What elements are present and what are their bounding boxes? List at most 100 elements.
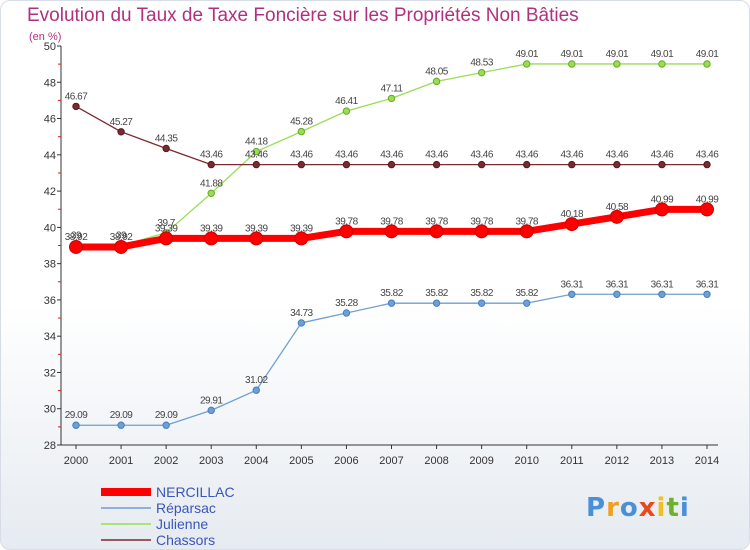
y-tick-label: 34 [44,331,56,343]
y-tick-label: 38 [44,259,56,271]
data-label: 49.01 [696,49,719,60]
data-label: 49.01 [651,49,674,60]
data-point [703,60,711,68]
data-point [613,290,621,298]
data-point [613,60,621,68]
series-line-réparsac [76,293,707,426]
data-label: 46.67 [65,91,88,102]
data-point [658,290,666,298]
data-label: 39 [71,231,82,242]
logo-letter: P [586,493,607,523]
data-label: 29.09 [110,410,133,421]
data-point [72,421,80,429]
data-label: 35.28 [335,298,358,309]
data-point [342,107,351,115]
y-tick-label: 32 [44,367,56,379]
data-label: 43.46 [245,150,268,161]
data-point [207,189,215,197]
data-point [519,224,534,239]
data-point [252,160,260,169]
data-point [342,309,351,317]
data-point [252,147,260,156]
data-label: 43.46 [380,150,403,161]
legend-label-julienne: Julienne [156,516,208,532]
data-label: 49.01 [561,49,584,60]
data-point [613,160,621,169]
x-tick-label: 2012 [605,455,629,467]
chart-title: Evolution du Taux de Taxe Foncière sur l… [27,5,579,26]
data-point [162,144,170,153]
data-point [297,319,306,327]
data-label: 39.7 [157,218,175,229]
data-point [658,160,666,169]
y-tick-label: 50 [44,41,56,53]
data-label: 45.28 [290,117,313,128]
data-point [69,239,83,254]
data-label: 38.92 [65,232,88,243]
data-point [703,160,711,169]
data-point [432,160,441,169]
data-point [159,231,174,246]
data-point [249,231,264,246]
y-tick-label: 30 [44,404,56,416]
logo-letter: t [666,493,680,523]
proxiti-logo: Proxiti [586,493,690,523]
legend-label-nercillac: NERCILLAC [156,484,235,500]
legend-label-réparsac: Réparsac [156,500,216,516]
data-label: 43.46 [606,150,629,161]
data-label: 43.46 [335,150,358,161]
y-tick-label: 36 [44,295,56,307]
data-point [474,224,489,239]
x-tick-label: 2003 [199,455,223,467]
data-label: 29.09 [155,410,178,421]
data-label: 39 [116,231,127,242]
data-label: 39.39 [290,223,313,234]
data-label: 31.02 [245,375,268,386]
y-axis-unit-label: (en %) [29,31,62,43]
data-label: 39.39 [155,223,178,234]
data-label: 49.01 [606,49,629,60]
data-label: 39.78 [425,216,448,227]
data-label: 43.46 [651,150,674,161]
data-label: 34.73 [290,308,313,319]
data-point [432,77,441,86]
data-point [207,160,215,169]
data-point [342,160,351,169]
x-tick-label: 2001 [109,455,133,467]
data-point [117,128,125,136]
data-point [658,60,666,68]
data-label: 46.41 [335,96,358,107]
data-label: 43.46 [290,150,313,161]
legend-label-chassors: Chassors [156,532,215,548]
data-point [523,60,531,68]
data-point [654,202,669,217]
data-label: 35.82 [425,288,448,299]
data-point [477,299,486,307]
x-tick-label: 2009 [469,455,493,467]
data-point [384,224,399,239]
logo-letter: r [606,493,620,523]
data-point [568,160,576,169]
data-label: 39.78 [515,216,538,227]
data-label: 47.11 [381,83,404,94]
data-point [297,160,306,169]
data-label: 40.18 [561,209,584,220]
x-tick-label: 2005 [289,455,313,467]
data-label: 44.35 [155,133,178,144]
x-tick-label: 2000 [64,455,88,467]
logo-letter: i [679,493,690,523]
y-tick-label: 44 [44,150,56,162]
logo-letter: i [656,493,667,523]
data-label: 45.27 [110,117,133,128]
data-label: 43.46 [561,150,584,161]
data-point [477,160,486,169]
x-tick-label: 2010 [514,455,538,467]
data-label: 39.78 [380,216,403,227]
y-tick-label: 46 [44,114,56,126]
data-label: 29.09 [65,410,88,421]
x-tick-label: 2007 [379,455,403,467]
data-label: 35.82 [380,288,403,299]
y-tick-label: 40 [44,222,56,234]
data-point [72,102,80,111]
